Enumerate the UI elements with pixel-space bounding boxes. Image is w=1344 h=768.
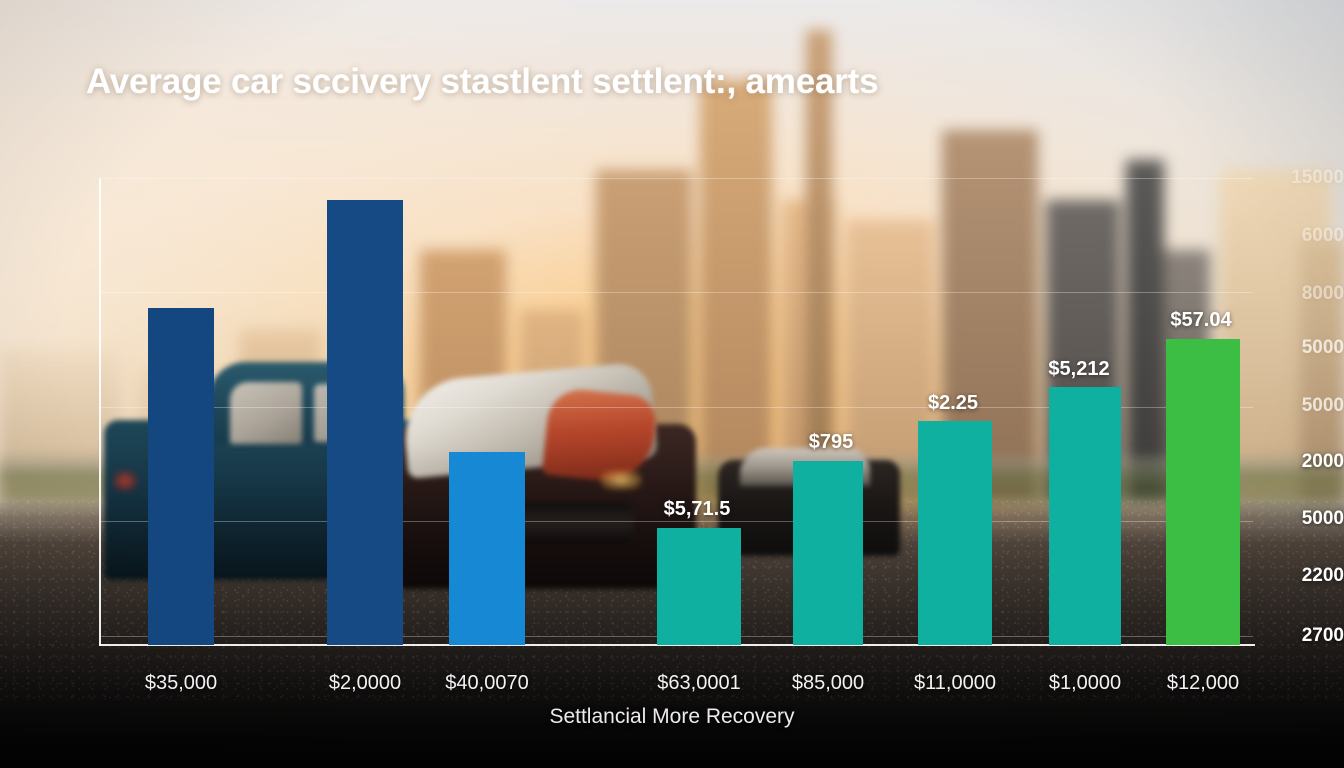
y-axis-tick-label: 5000: [1301, 337, 1344, 358]
bar[interactable]: [1166, 339, 1240, 645]
y-axis-tick-label: 5000: [1301, 508, 1344, 529]
gridline: [101, 407, 1253, 408]
bar[interactable]: [1049, 387, 1121, 645]
bar[interactable]: [918, 421, 992, 645]
y-axis-line: [99, 178, 101, 646]
gridline: [101, 178, 1253, 179]
bar[interactable]: [657, 528, 741, 645]
bar-value-label: $5,71.5: [663, 498, 731, 520]
bar-value-label: $795: [808, 431, 854, 453]
y-axis-tick-label: 2700: [1301, 625, 1344, 646]
bar-value-label: $57.04: [1170, 309, 1232, 331]
y-axis-tick-label: 8000: [1301, 283, 1344, 304]
bar-value-label: $2.25: [927, 392, 979, 414]
chart-title: Average car sccivery stastlent settlent:…: [86, 62, 879, 101]
bar[interactable]: [148, 308, 214, 645]
x-axis-tick-label: $12,000: [1166, 672, 1240, 694]
bar-value-label: $5,212: [1048, 358, 1110, 380]
x-axis-tick-label: $1,0000: [1048, 672, 1122, 694]
bar[interactable]: [793, 461, 863, 645]
y-axis-tick-label: 6000: [1301, 225, 1344, 246]
gridline: [101, 292, 1253, 293]
x-axis-tick-label: $63,0001: [657, 672, 741, 694]
bar[interactable]: [327, 200, 403, 645]
y-axis-tick-label: 2000: [1301, 451, 1344, 472]
y-axis-tick-label: 15000: [1291, 167, 1344, 188]
x-axis-tick-label: $40,0070: [445, 672, 529, 694]
bar[interactable]: [449, 452, 525, 645]
x-axis-line: [99, 644, 1255, 646]
y-axis-tick-label: 5000: [1301, 395, 1344, 416]
x-axis-title: Settlancial More Recovery: [549, 705, 795, 728]
x-axis-tick-label: $11,0000: [914, 672, 996, 694]
gridline: [101, 521, 1253, 522]
x-axis-tick-label: $2,0000: [328, 672, 402, 694]
y-axis-tick-label: 2200: [1301, 565, 1344, 586]
x-axis-tick-label: $35,000: [144, 672, 218, 694]
x-axis-tick-label: $85,000: [791, 672, 865, 694]
